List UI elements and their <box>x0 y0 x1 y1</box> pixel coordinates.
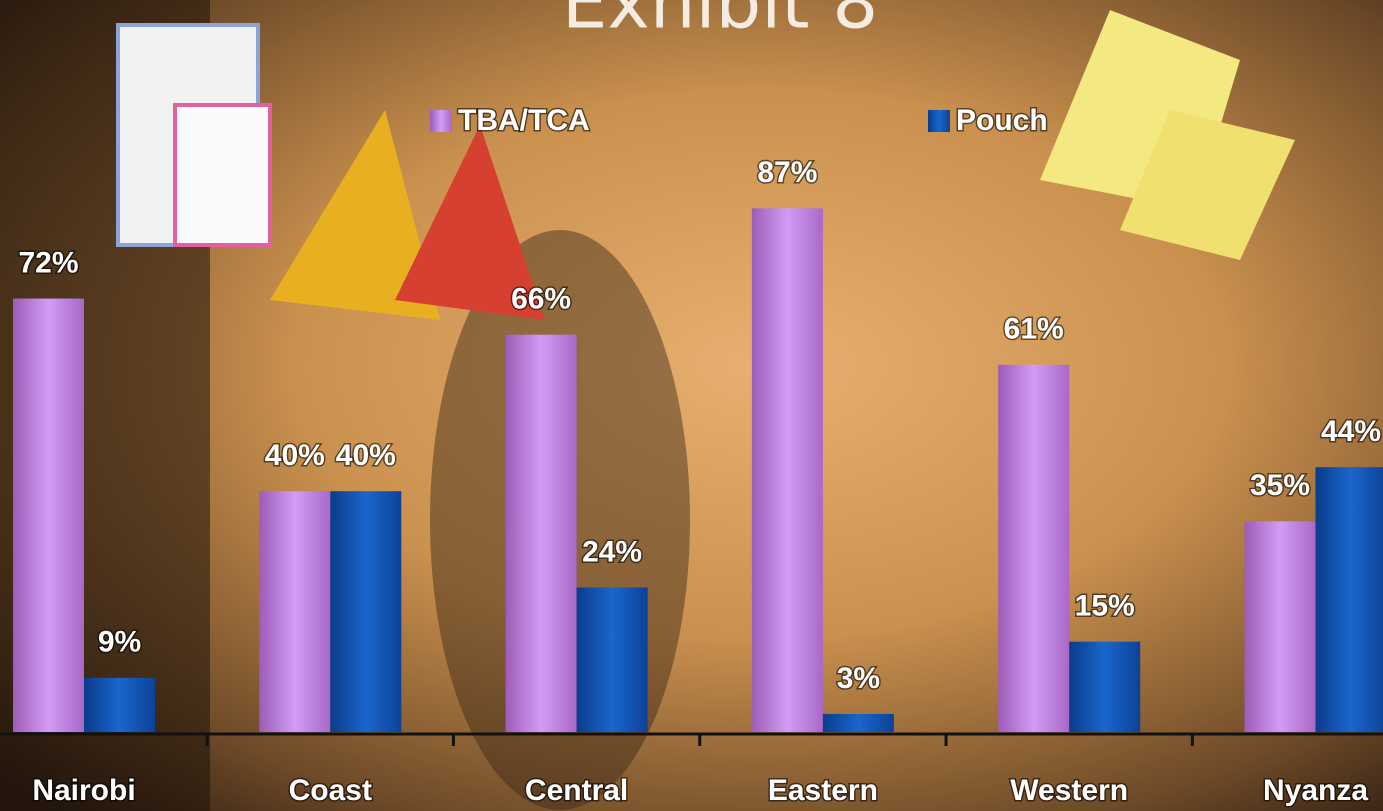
legend-label: Pouch <box>956 104 1048 137</box>
product-carton <box>175 105 270 245</box>
value-label: 15% <box>1075 590 1135 623</box>
x-tick-label: Nyanza <box>1263 774 1368 807</box>
chart-title: Exhibit 8 <box>562 0 878 45</box>
value-label: 87% <box>757 156 817 189</box>
x-tick-label: Eastern <box>768 774 878 807</box>
value-label: 66% <box>511 283 571 316</box>
bar <box>84 678 155 732</box>
value-label: 40% <box>265 439 325 472</box>
bar <box>823 714 894 732</box>
value-label: 44% <box>1321 415 1381 448</box>
x-tick-label: Nairobi <box>32 774 135 807</box>
page: Exhibit 8 TBA/TCA Pouch Nairobi 72% 9% Coast 4… <box>0 0 1383 811</box>
bar <box>998 365 1069 732</box>
value-label: 35% <box>1250 469 1310 502</box>
x-tick-label: Coast <box>289 774 372 807</box>
bar <box>330 491 401 732</box>
bar <box>1069 642 1140 732</box>
value-label: 72% <box>18 246 78 279</box>
bar <box>506 335 577 732</box>
value-label: 24% <box>582 535 642 568</box>
value-label: 40% <box>336 439 396 472</box>
value-label: 9% <box>98 626 141 659</box>
legend-label: TBA/TCA <box>458 104 590 137</box>
legend-swatch <box>928 110 950 132</box>
bar <box>752 208 823 732</box>
bar <box>13 299 84 732</box>
x-tick-label: Western <box>1010 774 1128 807</box>
bar <box>259 491 330 732</box>
bar <box>1316 467 1383 732</box>
chart: Exhibit 8 TBA/TCA Pouch Nairobi 72% 9% Coast 4… <box>0 0 1383 811</box>
legend-swatch <box>430 110 452 132</box>
bar <box>1245 521 1316 732</box>
value-label: 61% <box>1004 313 1064 346</box>
x-tick-label: Central <box>525 774 628 807</box>
value-label: 3% <box>837 662 880 695</box>
bar <box>577 588 648 732</box>
